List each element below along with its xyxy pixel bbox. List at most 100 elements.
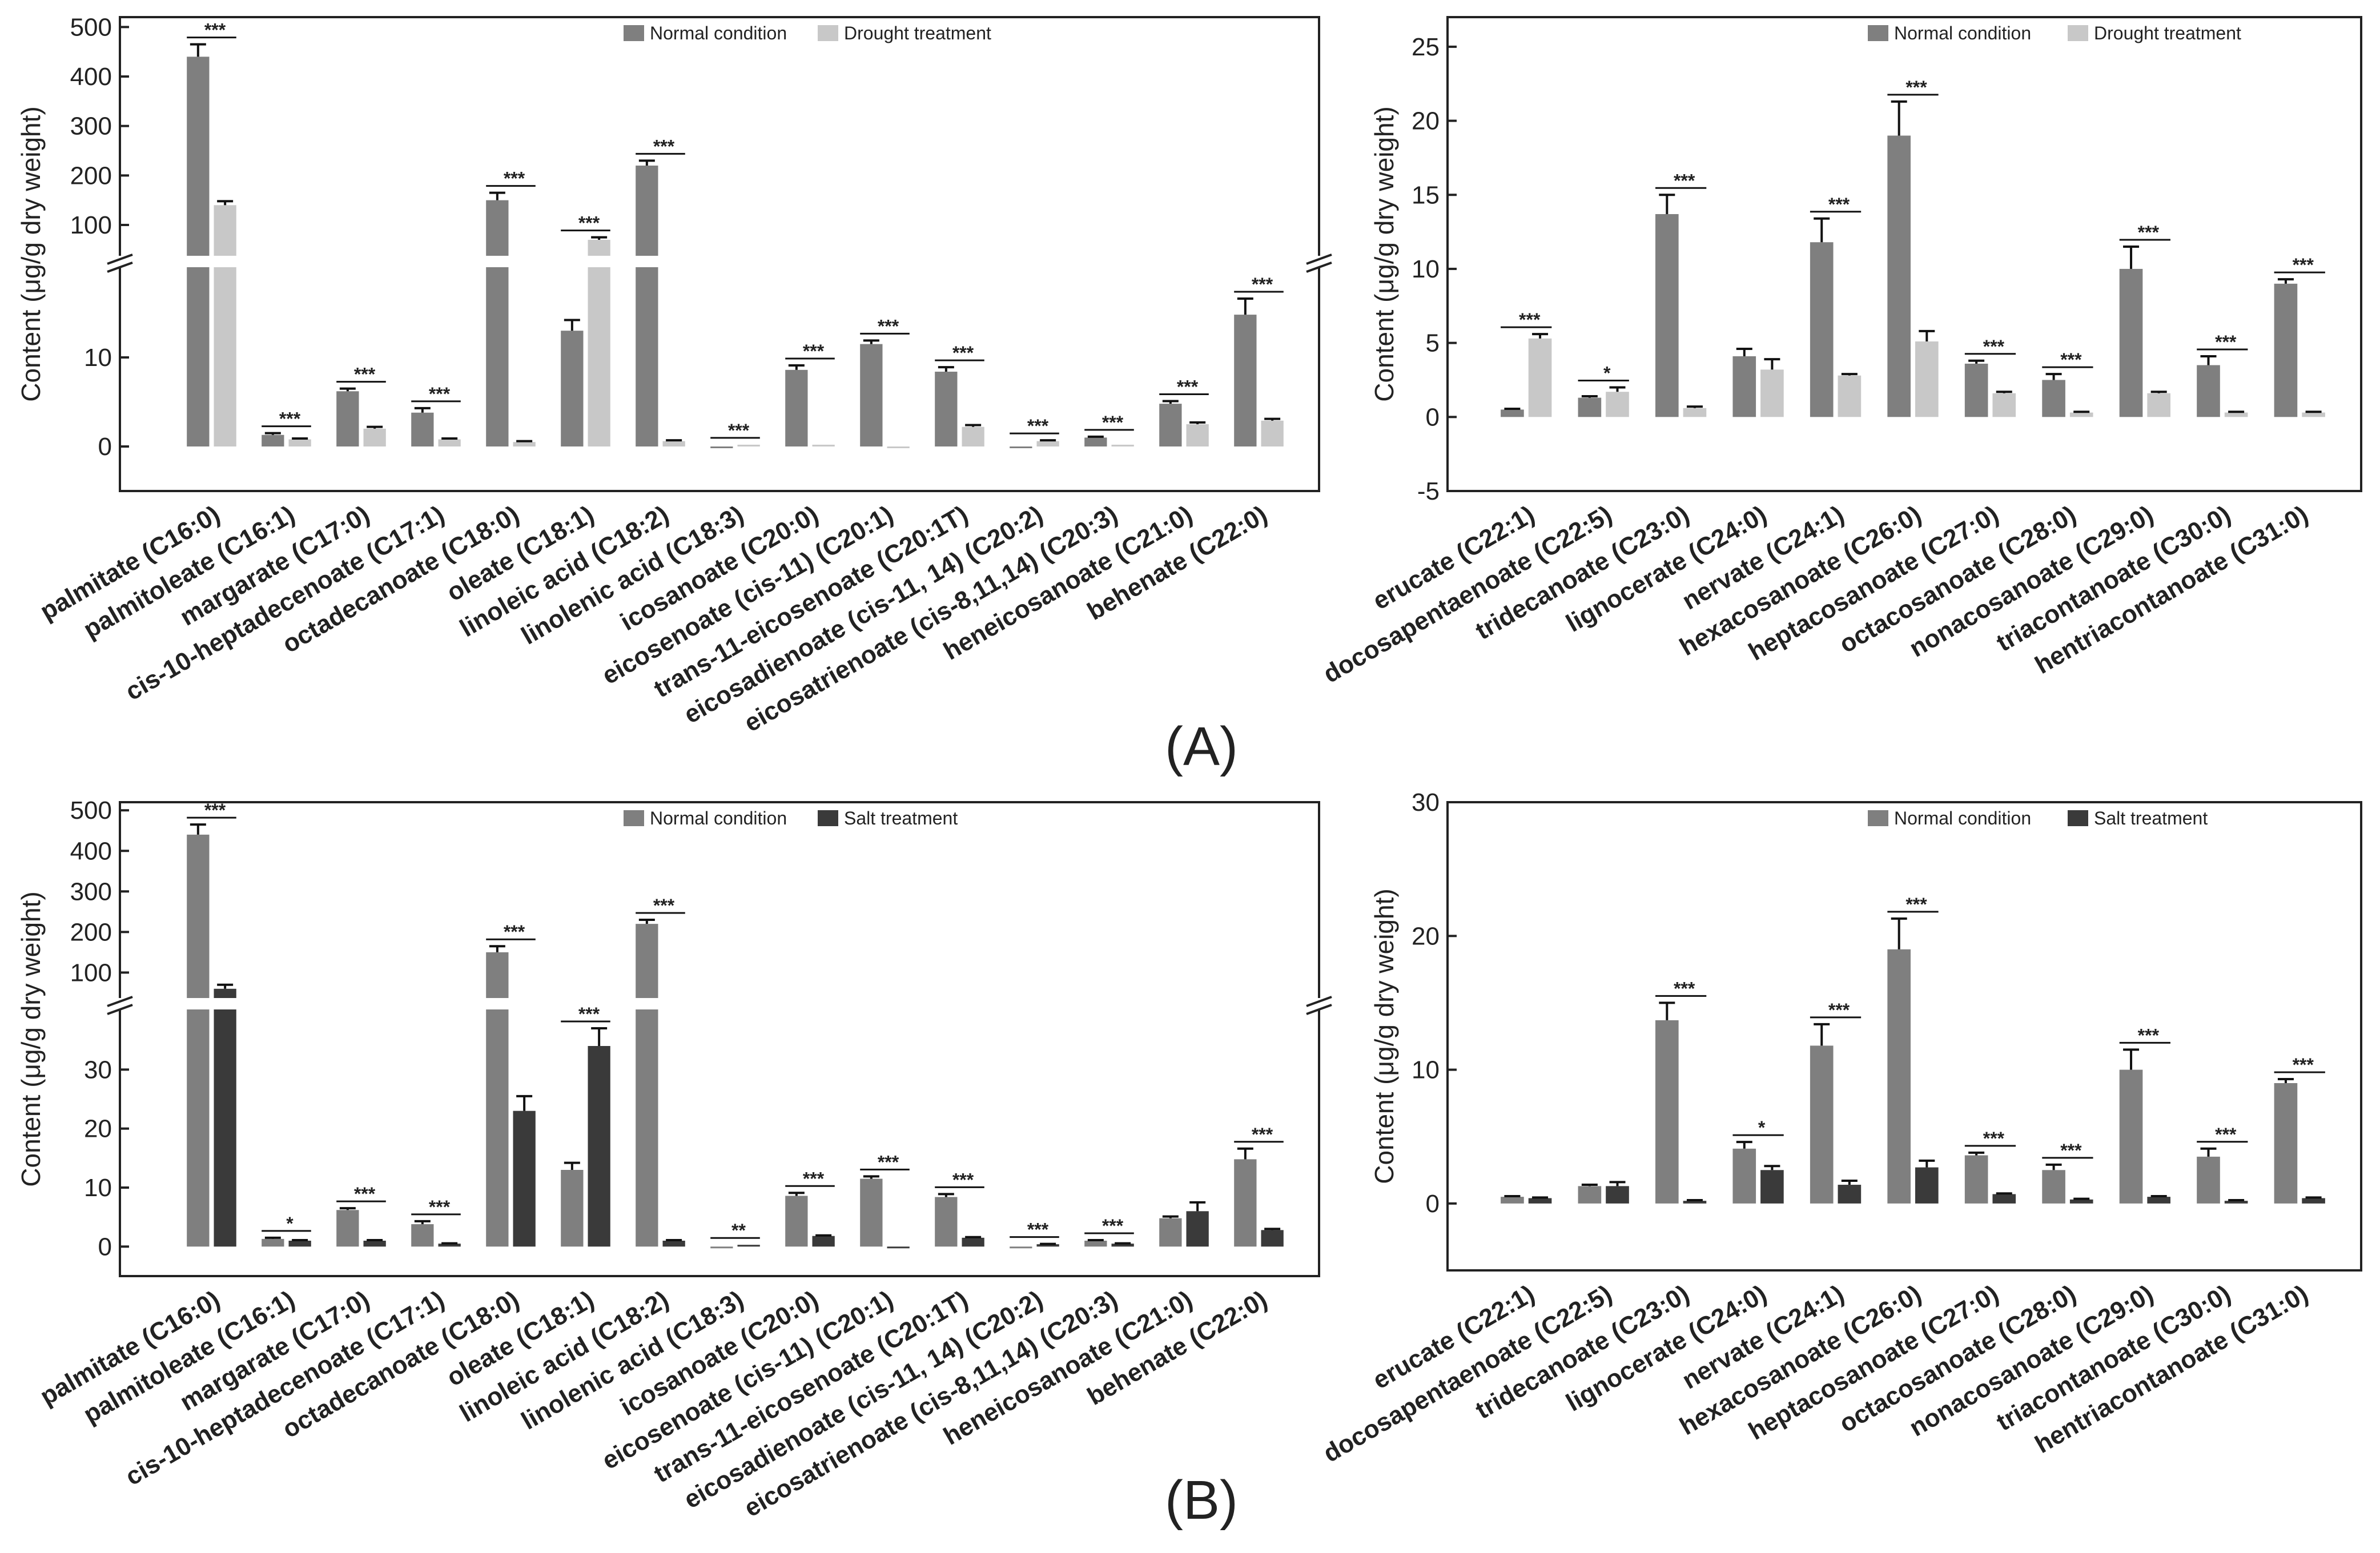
y-tick-label: -5 <box>1417 477 1440 505</box>
bar <box>962 1237 984 1247</box>
bar <box>1501 1197 1524 1204</box>
bar <box>438 439 461 446</box>
y-tick-label: 20 <box>84 1115 112 1143</box>
significance-label: *** <box>1983 1128 2005 1149</box>
bar <box>411 1224 434 1247</box>
bar <box>1838 375 1862 417</box>
y-tick-label: 10 <box>84 344 112 372</box>
bar-break-band <box>782 998 838 1009</box>
legend-label: Normal condition <box>650 808 787 828</box>
bar <box>1036 441 1059 446</box>
bar-break-band <box>183 256 240 267</box>
legend-swatch <box>624 25 644 41</box>
bar <box>1760 1170 1784 1204</box>
bar <box>1578 397 1602 417</box>
significance-label: *** <box>878 316 899 336</box>
y-axis-title: Content (μg/g dry weight) <box>16 106 46 401</box>
significance-label: * <box>286 1213 294 1234</box>
legend-label: Normal condition <box>650 23 787 43</box>
bar-break-band <box>857 998 913 1009</box>
bar <box>288 1241 311 1247</box>
bar <box>2147 393 2170 417</box>
y-tick-label: 0 <box>1426 403 1440 431</box>
bar <box>636 924 658 1247</box>
bar <box>1010 446 1032 448</box>
bar <box>214 988 236 1247</box>
bar <box>1887 135 1911 417</box>
significance-label: *** <box>279 409 301 429</box>
y-axis-title: Content (μg/g dry weight) <box>1369 888 1399 1184</box>
bar <box>2197 365 2220 417</box>
bar <box>1992 1194 2016 1204</box>
bar <box>2302 1198 2325 1204</box>
bar-break-band <box>258 998 315 1009</box>
y-tick-label: 25 <box>1412 33 1440 61</box>
y-tick-label: 100 <box>70 211 112 239</box>
bar <box>1084 437 1107 446</box>
bar <box>262 1238 284 1247</box>
bar <box>1810 1045 1834 1204</box>
bar <box>1992 393 2016 417</box>
significance-label: *** <box>1828 194 1850 215</box>
bar <box>486 952 509 1247</box>
bar-break-band <box>1231 998 1287 1009</box>
bar <box>2069 1199 2093 1204</box>
bar-break-band <box>483 998 539 1009</box>
plot-frame <box>1446 801 2362 1272</box>
bar <box>710 446 733 448</box>
bar <box>812 444 835 446</box>
bar <box>710 1246 733 1249</box>
bar <box>1683 408 1707 417</box>
bar-break-band <box>1006 256 1063 267</box>
bar-break-band <box>333 256 389 267</box>
bar <box>1159 404 1182 446</box>
significance-label: *** <box>1252 1124 1273 1145</box>
significance-label: *** <box>2060 1140 2082 1161</box>
bar <box>1036 1244 1059 1247</box>
bar <box>561 331 584 446</box>
significance-label: *** <box>878 1152 899 1172</box>
bar <box>1606 392 1629 417</box>
legend-swatch <box>818 25 838 41</box>
legend-label: Normal condition <box>1894 808 2031 828</box>
bar <box>336 1210 359 1247</box>
y-tick-label: 100 <box>70 959 112 987</box>
significance-label: *** <box>952 1169 974 1190</box>
bar-break-band <box>183 998 240 1009</box>
bar-break-band <box>857 256 913 267</box>
bar <box>737 444 760 446</box>
bar <box>1528 338 1552 417</box>
y-tick-label: 300 <box>70 112 112 140</box>
bar-break-band <box>782 256 838 267</box>
bar-break-band <box>707 256 763 267</box>
significance-label: *** <box>429 1197 451 1217</box>
plot-frame <box>1446 16 2362 492</box>
bar-break-band <box>1156 256 1212 267</box>
bar <box>1915 341 1939 417</box>
y-tick-label: 20 <box>1412 107 1440 135</box>
significance-label: *** <box>803 1168 825 1189</box>
bar <box>1655 214 1679 417</box>
bar <box>2069 412 2093 417</box>
bar <box>1261 420 1284 446</box>
chart-a-left: 0 10 100 200 300 400 500 Content (μg/g dry weig… <box>16 13 1332 738</box>
bar <box>363 428 386 446</box>
significance-label: *** <box>354 364 376 385</box>
bar <box>962 427 984 446</box>
bar <box>860 344 883 446</box>
bar <box>486 200 509 446</box>
significance-label: *** <box>653 895 675 916</box>
bar-break-band <box>557 256 614 267</box>
legend-swatch <box>2068 810 2088 826</box>
bar <box>363 1241 386 1247</box>
bar <box>1683 1201 1707 1204</box>
bar <box>411 412 434 446</box>
y-tick-label: 10 <box>1412 1056 1440 1084</box>
significance-label: *** <box>429 384 451 404</box>
significance-label: *** <box>1027 1220 1049 1240</box>
axis-break-mark <box>1306 254 1332 265</box>
bar <box>935 371 958 446</box>
y-tick-label: 0 <box>98 433 112 461</box>
plot-frame <box>119 801 1320 1277</box>
